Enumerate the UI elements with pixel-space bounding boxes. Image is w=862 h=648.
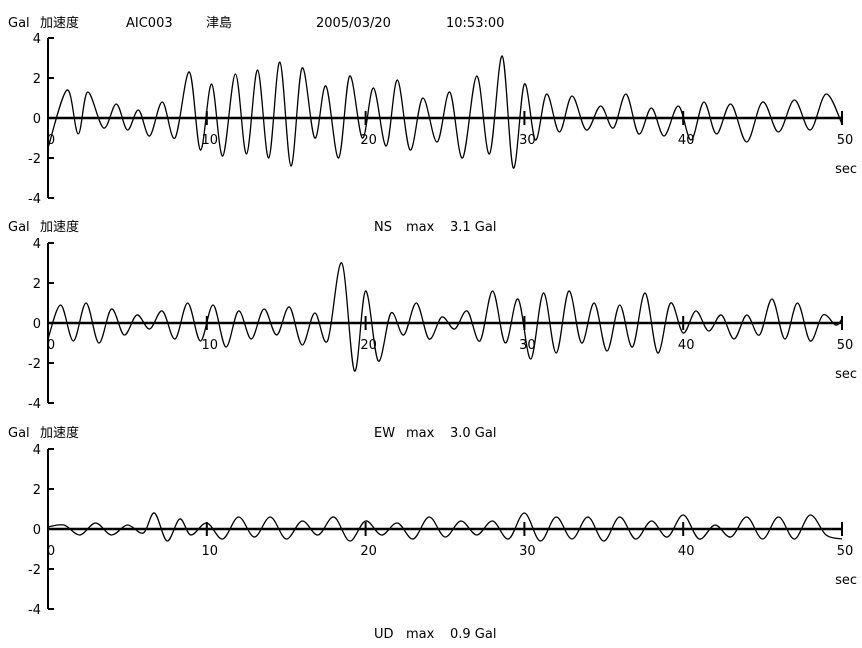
panel-ns-x-tick-label: 40 (678, 133, 695, 148)
panel-ns-x-tick-label: 10 (202, 133, 219, 148)
panel-ns-y-tick-label: 0 (33, 112, 41, 127)
header-time: 10:53:00 (446, 16, 504, 31)
panel-ew-y-tick-label: -4 (28, 397, 41, 412)
panel-ew-y-tick-label: -2 (28, 357, 41, 372)
caption-ns-value: 3.1 Gal (450, 220, 496, 235)
caption-ns-component: NS (374, 220, 392, 235)
panel-ud-x-unit-label: sec (835, 573, 857, 588)
panel-ew-x-tick-label: 30 (519, 338, 536, 353)
panel-ud-y-tick-label: 2 (33, 483, 41, 498)
caption-ew-component: EW (374, 426, 395, 441)
header-quantity: 加速度 (40, 15, 79, 31)
caption-ew-word: max (406, 426, 435, 441)
header-unit: Gal (8, 16, 30, 31)
panel-ud-y-tick-label: 0 (33, 523, 41, 538)
panel-ew-unit: Gal (8, 220, 30, 235)
panel-ew-x-tick-label: 50 (837, 338, 854, 353)
panel-ud-y-tick-label: -2 (28, 563, 41, 578)
panel-ud-x-tick-label: 30 (519, 544, 536, 559)
panel-ns-x-tick-label: 50 (837, 133, 854, 148)
panel-ud-y-tick-label: 4 (33, 443, 41, 458)
panel-ew-y-tick-label: 0 (33, 317, 41, 332)
panel-ew-quantity: 加速度 (40, 219, 79, 235)
panel-ns-y-tick-label: 2 (33, 72, 41, 87)
panel-ew-x-tick-label: 40 (678, 338, 695, 353)
panel-ud-x-tick-label: 40 (678, 544, 695, 559)
panel-ew-y-tick-label: 4 (33, 237, 41, 252)
panel-ns-y-tick-label: -4 (28, 192, 41, 207)
caption-ns-word: max (406, 220, 435, 235)
panel-ud-x-tick-label: 0 (47, 544, 55, 559)
panel-ew-x-unit-label: sec (835, 367, 857, 382)
header-station-code: AIC003 (126, 16, 173, 31)
caption-ew-value: 3.0 Gal (450, 426, 496, 441)
caption-ud-component: UD (374, 627, 394, 642)
panel-ud-x-tick-label: 10 (202, 544, 219, 559)
caption-ud-word: max (406, 627, 435, 642)
header-date: 2005/03/20 (316, 16, 391, 31)
panel-ud-y-tick-label: -4 (28, 603, 41, 618)
panel-ns-x-tick-label: 20 (360, 133, 377, 148)
panel-ud-waveform (47, 512, 843, 542)
panel-ew-x-tick-label: 0 (47, 338, 55, 353)
panel-ud-quantity: 加速度 (40, 425, 79, 441)
panel-ud-x-tick-label: 50 (837, 544, 854, 559)
panel-ns-x-tick-label: 0 (47, 133, 55, 148)
panel-ud-unit: Gal (8, 426, 30, 441)
panel-ns-y-tick-label: 4 (33, 32, 41, 47)
panel-ns-y-tick-label: -2 (28, 152, 41, 167)
panel-ew-x-tick-label: 20 (360, 338, 377, 353)
panel-ew-x-tick-label: 10 (202, 338, 219, 353)
panel-ns-x-tick-label: 30 (519, 133, 536, 148)
panel-ns-waveform (47, 55, 843, 169)
panel-ns-x-unit-label: sec (835, 162, 857, 177)
header-station-name: 津島 (206, 16, 232, 31)
panel-ew-waveform (47, 262, 843, 372)
caption-ud-value: 0.9 Gal (450, 627, 496, 642)
panel-ud-x-tick-label: 20 (360, 544, 377, 559)
panel-ew-y-tick-label: 2 (33, 277, 41, 292)
